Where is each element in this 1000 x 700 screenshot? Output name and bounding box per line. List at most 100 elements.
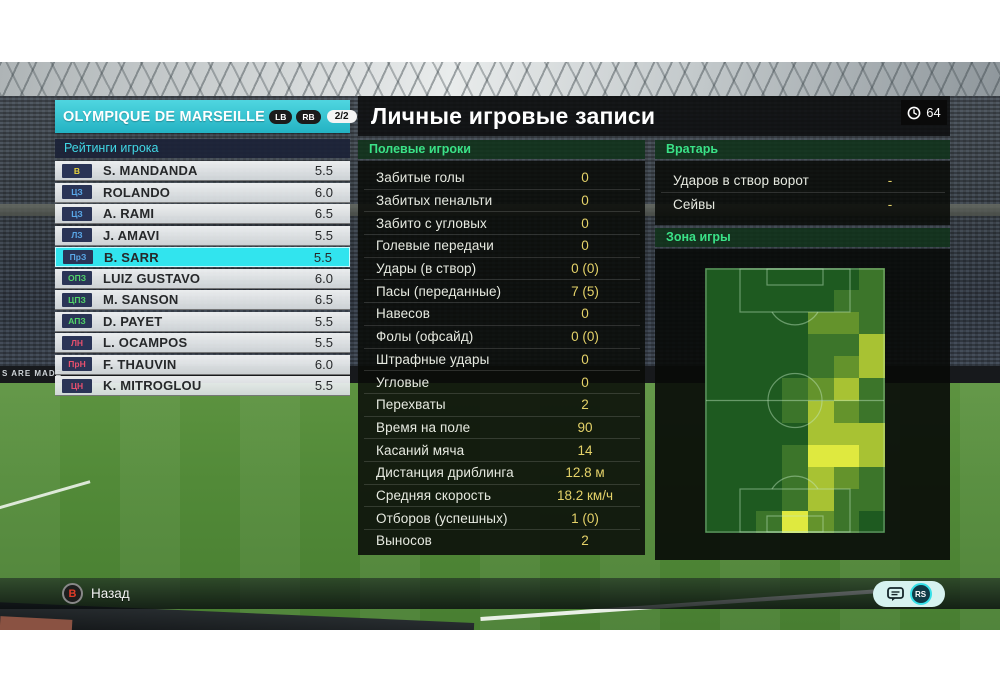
heatmap-cell bbox=[730, 290, 757, 313]
goalkeeper-header: Вратарь bbox=[655, 140, 950, 159]
player-row[interactable]: ПрЗ B. SARR 5.5 bbox=[55, 247, 350, 267]
player-row[interactable]: ЦЗ ROLANDO 6.0 bbox=[55, 182, 350, 203]
gamepad-b-button-icon[interactable]: B bbox=[62, 583, 83, 604]
heatmap-cell bbox=[807, 488, 834, 511]
position-badge: АПЗ bbox=[62, 314, 92, 328]
stat-label: Фолы (офсайд) bbox=[376, 329, 474, 345]
stat-label: Ударов в створ ворот bbox=[673, 172, 809, 188]
heatmap-cell bbox=[807, 400, 834, 423]
chat-bubble-icon bbox=[886, 586, 904, 601]
stat-label: Штрафные удары bbox=[376, 351, 490, 367]
lb-button[interactable]: LB bbox=[269, 109, 293, 124]
heatmap-cell bbox=[756, 444, 783, 467]
heatmap-cell bbox=[756, 290, 783, 313]
player-row[interactable]: ЦЗ A. RAMI 6.5 bbox=[55, 204, 350, 224]
heatmap-cell bbox=[756, 356, 783, 379]
stat-label: Выносов bbox=[376, 533, 432, 549]
player-rating: 6.0 bbox=[314, 184, 333, 200]
heatmap-cell bbox=[807, 334, 834, 357]
stat-value: 0 bbox=[581, 238, 589, 254]
stat-value: 0 (0) bbox=[571, 329, 599, 345]
heatmap-cell bbox=[807, 422, 834, 445]
heatmap-cell bbox=[705, 444, 731, 467]
player-row[interactable]: АПЗ D. PAYET 5.5 bbox=[55, 311, 350, 332]
heatmap-cell bbox=[730, 378, 757, 401]
player-row[interactable]: ЛЗ J. AMAVI 5.5 bbox=[55, 225, 350, 246]
rb-button[interactable]: RB bbox=[296, 109, 321, 124]
stat-label: Пасы (переданные) bbox=[376, 283, 502, 299]
heatmap-cell bbox=[782, 444, 808, 467]
stat-label: Сейвы bbox=[673, 197, 716, 212]
stat-row: Навесов 0 bbox=[364, 302, 640, 325]
stat-label: Голевые передачи bbox=[376, 238, 494, 254]
stat-label: Угловые bbox=[376, 374, 430, 390]
heatmap-cell bbox=[833, 356, 860, 379]
player-row[interactable]: ПрН F. THAUVIN 6.0 bbox=[55, 354, 350, 375]
stat-row: Касаний мяча 14 bbox=[364, 438, 640, 461]
team-name: OLYMPIQUE DE MARSEILLE bbox=[63, 108, 266, 125]
heatmap-cell bbox=[756, 510, 783, 533]
page-title-bar: Личные игровые записи 64 bbox=[358, 96, 950, 136]
stat-value: 7 (5) bbox=[571, 283, 599, 299]
heatmap-cell bbox=[807, 290, 834, 313]
stat-label: Касаний мяча bbox=[376, 442, 465, 458]
heatmap-cell bbox=[807, 510, 834, 533]
heatmap-cell bbox=[756, 312, 783, 335]
heatmap-cell bbox=[782, 400, 808, 423]
stat-row: Забито с угловых 0 bbox=[364, 211, 640, 234]
heatmap-cell bbox=[782, 356, 808, 379]
stat-row: Штрафные удары 0 bbox=[364, 347, 640, 371]
stat-label: Перехваты bbox=[376, 397, 446, 413]
stat-value: 0 bbox=[581, 306, 589, 322]
heatmap-cell bbox=[859, 488, 885, 511]
heatmap-cell bbox=[782, 268, 808, 291]
heatmap-grid bbox=[705, 268, 885, 533]
heatmap-cell bbox=[730, 312, 757, 335]
heatmap-cell bbox=[705, 334, 731, 357]
play-zone-header: Зона игры bbox=[655, 228, 950, 247]
stat-value: 12.8 м bbox=[565, 465, 605, 481]
heatmap-cell bbox=[730, 444, 757, 467]
player-name: L. OCAMPOS bbox=[103, 335, 188, 350]
position-badge: ЛЗ bbox=[62, 228, 92, 242]
stat-row: Сейвы - bbox=[661, 192, 945, 216]
position-badge: ЦН bbox=[62, 378, 92, 393]
heatmap-cell bbox=[782, 488, 808, 511]
heatmap-cell bbox=[782, 334, 808, 357]
position-badge: ОПЗ bbox=[62, 271, 92, 285]
heatmap-cell bbox=[833, 290, 860, 313]
heatmap-cell bbox=[833, 334, 860, 357]
stat-row: Перехваты 2 bbox=[364, 392, 640, 416]
controls-hint-pill[interactable]: RS bbox=[873, 581, 945, 607]
stat-value: - bbox=[887, 197, 893, 212]
heatmap-cell bbox=[782, 290, 808, 313]
heatmap-cell bbox=[705, 488, 731, 511]
player-row[interactable]: В S. MANDANDA 5.5 bbox=[55, 161, 350, 181]
heatmap-cell bbox=[782, 378, 808, 401]
stat-row: Удары (в створ) 0 (0) bbox=[364, 256, 640, 280]
heatmap-cell bbox=[756, 488, 783, 511]
heatmap-cell bbox=[859, 378, 885, 401]
ratings-section-header: Рейтинги игрока bbox=[55, 139, 350, 158]
heatmap-cell bbox=[807, 378, 834, 401]
heatmap-cell bbox=[730, 356, 757, 379]
stat-value: 0 bbox=[581, 351, 589, 367]
field-players-header: Полевые игроки bbox=[358, 140, 645, 159]
stat-row: Ударов в створ ворот - bbox=[661, 168, 945, 192]
player-rating: 5.5 bbox=[313, 249, 332, 265]
heatmap-cell bbox=[730, 334, 757, 357]
heatmap-cell bbox=[833, 488, 860, 511]
heatmap-cell bbox=[807, 268, 834, 291]
heatmap-cell bbox=[705, 378, 731, 401]
player-row[interactable]: ЦН K. MITROGLOU 5.5 bbox=[55, 376, 350, 396]
heatmap-cell bbox=[705, 356, 731, 379]
player-rating: 6.0 bbox=[314, 270, 333, 286]
player-rating: 5.5 bbox=[314, 227, 333, 243]
player-row[interactable]: ОПЗ LUIZ GUSTAVO 6.0 bbox=[55, 268, 350, 289]
stat-label: Забито с угловых bbox=[376, 215, 487, 231]
player-row[interactable]: ЛН L. OCAMPOS 5.5 bbox=[55, 333, 350, 353]
heatmap-cell bbox=[859, 466, 885, 489]
heatmap-cell bbox=[833, 312, 860, 335]
player-row[interactable]: ЦПЗ M. SANSON 6.5 bbox=[55, 290, 350, 310]
